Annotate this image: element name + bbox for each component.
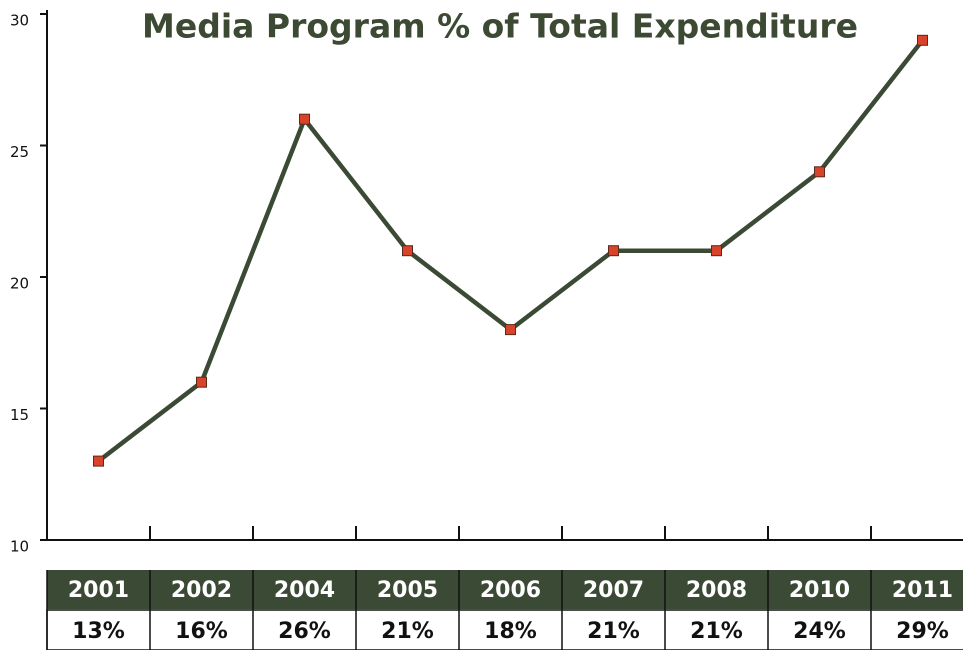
data-point (608, 245, 619, 257)
x-category-label: 2002 (171, 578, 232, 603)
data-point (402, 245, 413, 257)
value-label: 16% (175, 619, 228, 644)
table-header (47, 570, 963, 609)
y-tick-label: 15 (10, 406, 29, 424)
x-category-label: 2008 (686, 578, 747, 603)
x-category-label: 2010 (789, 578, 850, 603)
data-point (299, 113, 310, 125)
value-label: 13% (72, 619, 125, 644)
value-label: 21% (690, 619, 743, 644)
y-tick-label: 10 (10, 538, 29, 556)
data-point (814, 166, 825, 178)
data-point (917, 34, 928, 46)
y-tick-label: 25 (10, 143, 29, 161)
x-category-label: 2005 (377, 578, 438, 603)
value-label: 21% (381, 619, 434, 644)
value-label: 26% (278, 619, 331, 644)
x-category-label: 2001 (68, 578, 129, 603)
y-tick-label: 30 (10, 12, 29, 30)
data-point (93, 455, 104, 467)
value-label: 29% (896, 619, 949, 644)
data-point (196, 376, 207, 388)
x-category-label: 2011 (892, 578, 953, 603)
x-category-label: 2007 (583, 578, 644, 603)
data-line (97, 38, 925, 463)
value-label: 18% (484, 619, 537, 644)
chart-title: Media Program % of Total Expenditure (142, 7, 858, 46)
value-label: 24% (793, 619, 846, 644)
x-category-label: 2004 (274, 578, 335, 603)
data-point (711, 245, 722, 257)
x-category-label: 2006 (480, 578, 541, 603)
value-label: 21% (587, 619, 640, 644)
data-point (505, 324, 516, 336)
y-tick-label: 20 (10, 275, 29, 293)
